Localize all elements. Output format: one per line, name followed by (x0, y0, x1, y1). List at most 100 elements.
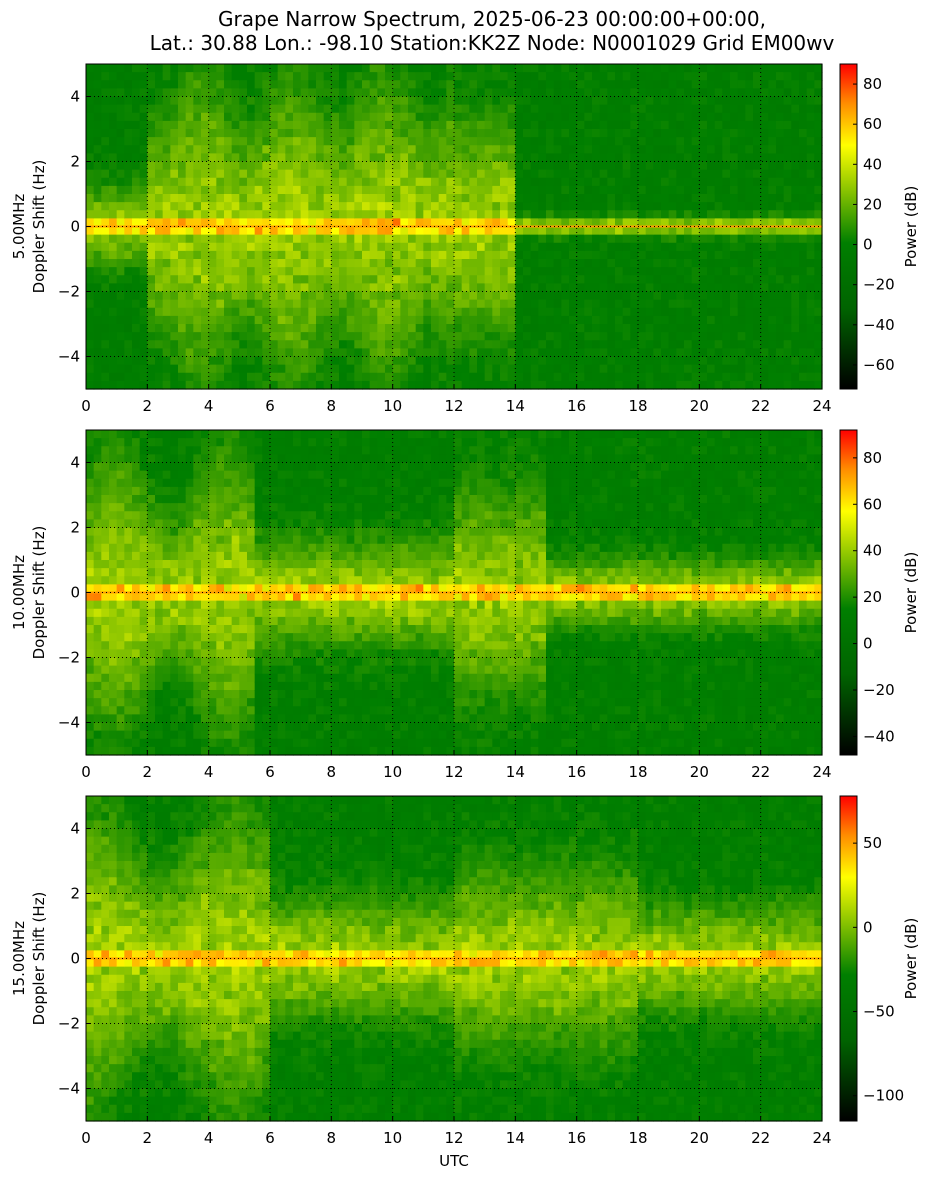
heatmap-cell (561, 356, 570, 366)
heatmap-cell (132, 250, 141, 260)
heatmap-cell (254, 380, 263, 390)
heatmap-cell (438, 185, 447, 195)
heatmap-cell (147, 681, 156, 691)
heatmap-cell (630, 64, 639, 73)
heatmap-cell (806, 242, 815, 252)
heatmap-cell (676, 267, 685, 276)
heatmap-cell (293, 202, 302, 211)
heatmap-cell (799, 177, 808, 187)
heatmap-cell (714, 64, 723, 73)
heatmap-cell (185, 356, 194, 366)
x-tick-label: 2 (143, 397, 153, 415)
heatmap-cell (300, 291, 309, 301)
heatmap-cell (423, 234, 432, 244)
heatmap-cell (446, 307, 455, 317)
heatmap-cell (239, 430, 248, 439)
heatmap-cell (362, 120, 371, 130)
heatmap-cell (354, 364, 363, 374)
heatmap-cell (208, 202, 217, 211)
heatmap-cell (500, 340, 509, 349)
heatmap-cell (339, 218, 348, 228)
heatmap-cell (231, 625, 240, 634)
heatmap-cell (300, 210, 309, 219)
heatmap-cell (300, 88, 309, 98)
heatmap-cell (806, 226, 815, 236)
heatmap-cell (323, 332, 332, 341)
heatmap-cell (385, 145, 394, 154)
heatmap-cell (139, 372, 148, 382)
heatmap-cell (645, 72, 654, 81)
heatmap-cell (300, 372, 309, 382)
heatmap-cell (300, 250, 309, 260)
heatmap-cell (216, 120, 225, 130)
heatmap-cell (185, 129, 194, 138)
heatmap-cell (362, 80, 371, 89)
heatmap-cell (201, 462, 210, 472)
heatmap-cell (599, 259, 608, 268)
heatmap-cell (707, 250, 716, 260)
heatmap-cell (162, 608, 171, 618)
heatmap-cell (776, 112, 785, 122)
heatmap-cell (622, 267, 631, 276)
heatmap-cell (178, 706, 187, 715)
heatmap-cell (776, 137, 785, 146)
heatmap-cell (507, 145, 516, 154)
heatmap-cell (661, 202, 670, 211)
heatmap-cell (170, 698, 179, 707)
heatmap-cell (178, 112, 187, 122)
heatmap-cell (339, 129, 348, 138)
heatmap-cell (277, 291, 286, 301)
heatmap-cell (270, 535, 279, 545)
heatmap-cell (576, 169, 585, 179)
heatmap-cell (116, 551, 125, 561)
heatmap-cell (323, 291, 332, 301)
heatmap-cell (285, 234, 294, 244)
heatmap-cell (653, 129, 662, 138)
heatmap-cell (714, 340, 723, 349)
heatmap-cell (162, 454, 171, 464)
heatmap-cell (139, 332, 148, 341)
heatmap-cell (431, 259, 440, 268)
heatmap-cell (592, 380, 601, 390)
heatmap-cell (124, 380, 133, 390)
heatmap-cell (553, 153, 562, 163)
heatmap-cell (806, 299, 815, 309)
heatmap-cell (124, 657, 133, 667)
heatmap-cell (93, 641, 102, 650)
heatmap-cell (814, 348, 823, 358)
heatmap-cell (216, 462, 225, 472)
heatmap-cell (185, 486, 194, 496)
heatmap-cell (201, 145, 210, 154)
heatmap-cell (86, 194, 95, 203)
heatmap-cell (707, 96, 716, 106)
heatmap-cell (561, 129, 570, 138)
heatmap-cell (377, 120, 386, 130)
heatmap-cell (323, 177, 332, 187)
heatmap-cell (423, 307, 432, 317)
heatmap-cell (691, 234, 700, 244)
heatmap-cell (553, 242, 562, 252)
heatmap-cell (116, 72, 125, 81)
heatmap-cell (607, 380, 616, 390)
heatmap-cell (530, 202, 539, 211)
heatmap-cell (155, 226, 164, 236)
heatmap-cell (753, 80, 762, 89)
heatmap-cell (392, 291, 401, 301)
heatmap-cell (607, 88, 616, 98)
heatmap-cell (124, 234, 133, 244)
heatmap-cell (331, 161, 340, 171)
heatmap-cell (799, 145, 808, 154)
heatmap-cell (438, 332, 447, 341)
heatmap-cell (178, 120, 187, 130)
heatmap-cell (93, 633, 102, 642)
heatmap-cell (438, 364, 447, 374)
heatmap-cell (362, 112, 371, 122)
heatmap-cell (714, 226, 723, 236)
heatmap-cell (745, 120, 754, 130)
heatmap-cell (369, 332, 378, 341)
heatmap-cell (737, 364, 746, 374)
heatmap-cell (707, 177, 716, 187)
heatmap-cell (208, 690, 217, 699)
heatmap-cell (576, 348, 585, 358)
heatmap-cell (553, 226, 562, 236)
